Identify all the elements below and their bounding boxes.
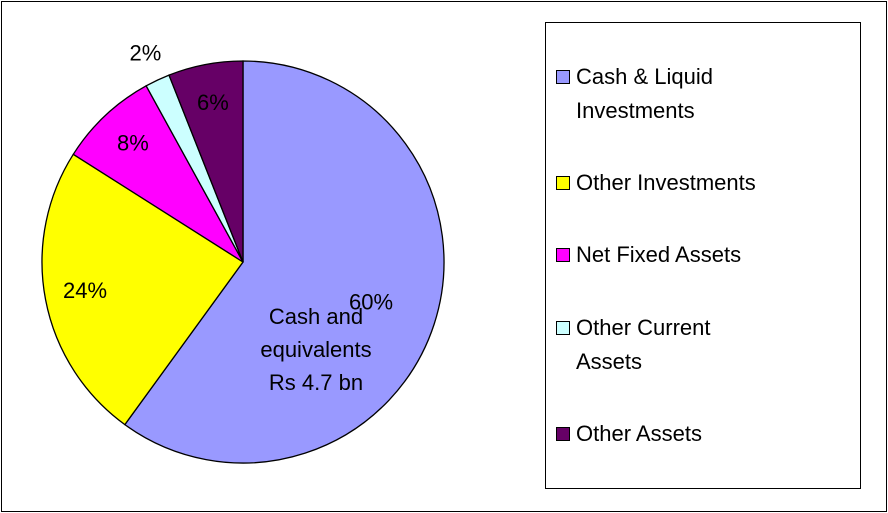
legend-swatch [556, 320, 570, 335]
legend-label: Net Fixed Assets [576, 242, 742, 268]
data-label: 8% [117, 131, 149, 156]
legend-label: Other Current Assets [576, 314, 711, 374]
pie-slice [41, 153, 244, 426]
legend-swatch [556, 248, 570, 263]
pie-slice [168, 60, 244, 263]
pie-slice [123, 60, 445, 464]
data-label: 60% [349, 289, 393, 314]
legend-item: Cash & Liquid Investments [546, 60, 860, 128]
legend-item: Other Assets [546, 417, 860, 451]
legend-item: Other Investments [546, 166, 860, 200]
legend: Cash & Liquid Investments Other Investmen… [545, 22, 861, 489]
legend-swatch [556, 70, 570, 85]
data-label: 6% [197, 90, 229, 115]
legend-label: Cash & Liquid Investments [576, 64, 713, 124]
data-label: 2% [130, 40, 162, 65]
annotation: Cash and equivalents Rs 4.7 bn [260, 304, 372, 395]
legend-item: Other Current Assets [546, 311, 860, 379]
data-label: 24% [63, 278, 107, 303]
legend-swatch [556, 426, 570, 441]
legend-item: Net Fixed Assets [546, 238, 860, 272]
legend-swatch [556, 176, 570, 191]
legend-label: Other Assets [576, 420, 702, 446]
pie-slice [72, 84, 244, 263]
legend-label: Other Investments [576, 170, 756, 196]
